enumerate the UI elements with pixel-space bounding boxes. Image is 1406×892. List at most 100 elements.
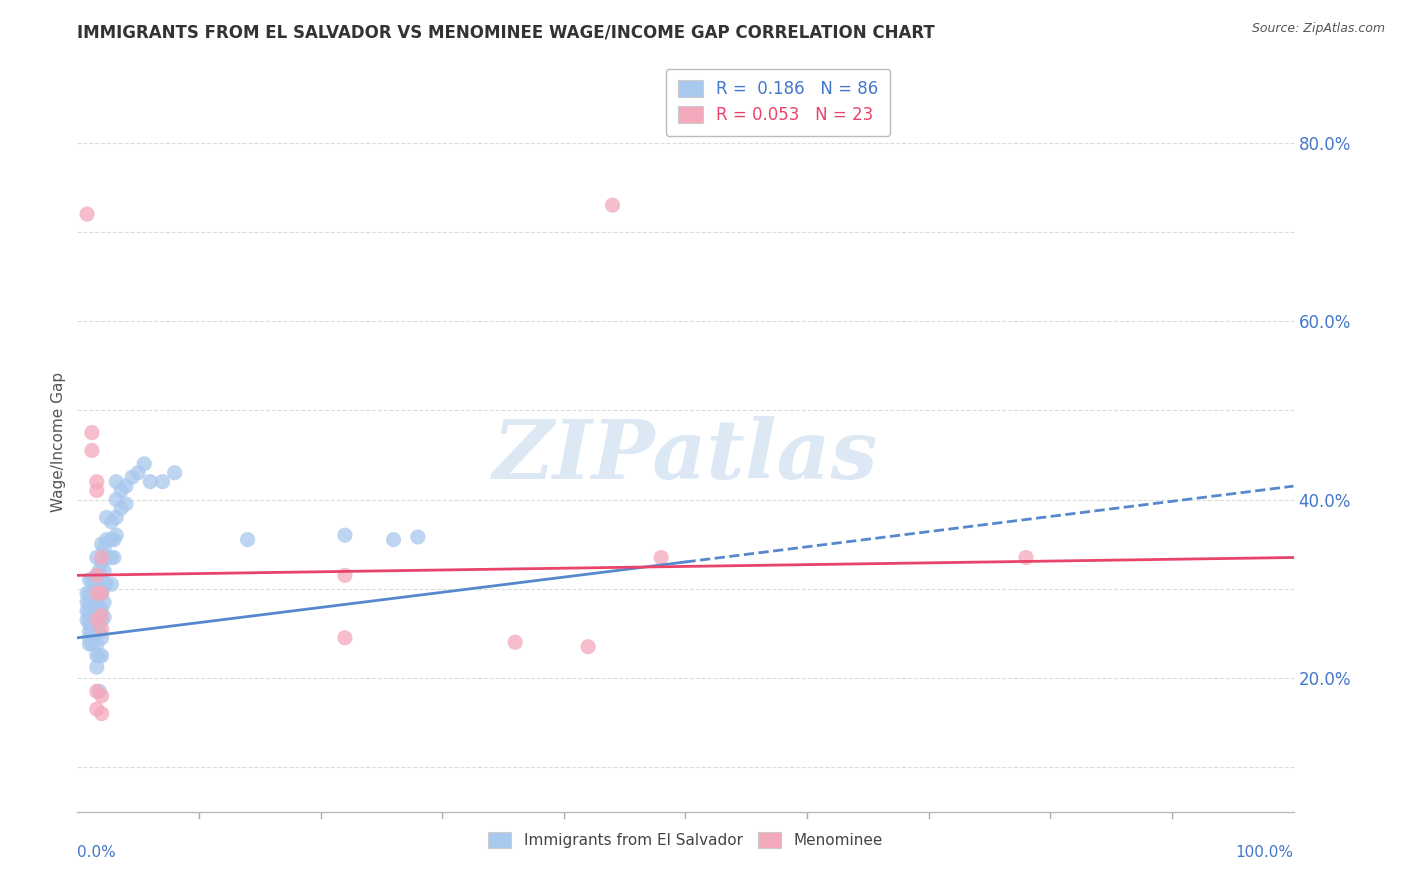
Point: [76, 595, 98, 609]
Point: [382, 533, 405, 547]
Point: [93, 595, 115, 609]
Point: [86, 601, 108, 615]
Point: [89, 624, 111, 639]
Point: [90, 555, 112, 569]
Point: [105, 475, 128, 489]
Point: [90, 550, 112, 565]
Point: [110, 501, 132, 516]
Point: [105, 528, 128, 542]
Point: [236, 533, 259, 547]
Point: [79, 624, 101, 639]
Point: [83, 617, 105, 632]
Point: [79, 595, 101, 609]
Point: [90, 586, 112, 600]
Point: [83, 577, 105, 591]
Point: [79, 610, 101, 624]
Point: [93, 564, 115, 578]
Point: [96, 550, 118, 565]
Point: [650, 550, 672, 565]
Point: [79, 573, 101, 587]
Point: [406, 530, 429, 544]
Point: [602, 198, 624, 212]
Point: [76, 604, 98, 618]
Point: [80, 573, 103, 587]
Point: [80, 617, 103, 632]
Point: [80, 595, 103, 609]
Point: [105, 510, 128, 524]
Text: IMMIGRANTS FROM EL SALVADOR VS MENOMINEE WAGE/INCOME GAP CORRELATION CHART: IMMIGRANTS FROM EL SALVADOR VS MENOMINEE…: [77, 24, 935, 42]
Point: [127, 466, 149, 480]
Point: [80, 425, 103, 440]
Point: [86, 568, 108, 582]
Point: [79, 637, 101, 651]
Point: [80, 610, 103, 624]
Point: [89, 684, 111, 698]
Point: [86, 637, 108, 651]
Y-axis label: Wage/Income Gap: Wage/Income Gap: [51, 371, 66, 512]
Point: [110, 483, 132, 498]
Text: 100.0%: 100.0%: [1236, 845, 1294, 860]
Point: [96, 533, 118, 547]
Point: [93, 610, 115, 624]
Point: [89, 573, 111, 587]
Legend: Immigrants from El Salvador, Menominee: Immigrants from El Salvador, Menominee: [481, 824, 890, 856]
Point: [80, 586, 103, 600]
Text: 0.0%: 0.0%: [77, 845, 117, 860]
Point: [90, 608, 112, 623]
Point: [333, 528, 356, 542]
Point: [333, 631, 356, 645]
Point: [96, 510, 118, 524]
Point: [1015, 550, 1038, 565]
Point: [333, 568, 356, 582]
Point: [93, 577, 115, 591]
Point: [79, 631, 101, 645]
Point: [86, 702, 108, 716]
Point: [93, 541, 115, 556]
Point: [503, 635, 526, 649]
Point: [96, 577, 118, 591]
Point: [89, 586, 111, 600]
Point: [86, 483, 108, 498]
Point: [163, 466, 186, 480]
Point: [90, 631, 112, 645]
Point: [86, 684, 108, 698]
Point: [89, 601, 111, 615]
Point: [103, 550, 125, 565]
Point: [89, 648, 111, 663]
Point: [103, 533, 125, 547]
Point: [86, 624, 108, 639]
Point: [83, 586, 105, 600]
Point: [105, 492, 128, 507]
Point: [90, 573, 112, 587]
Point: [89, 613, 111, 627]
Point: [90, 622, 112, 636]
Point: [100, 577, 122, 591]
Point: [134, 457, 156, 471]
Point: [115, 497, 138, 511]
Point: [79, 586, 101, 600]
Point: [139, 475, 162, 489]
Point: [83, 624, 105, 639]
Point: [90, 586, 112, 600]
Point: [80, 443, 103, 458]
Point: [100, 550, 122, 565]
Point: [90, 537, 112, 551]
Point: [576, 640, 599, 654]
Point: [76, 613, 98, 627]
Point: [86, 586, 108, 600]
Point: [86, 586, 108, 600]
Point: [83, 604, 105, 618]
Point: [76, 586, 98, 600]
Point: [115, 479, 138, 493]
Point: [86, 613, 108, 627]
Text: ZIPatlas: ZIPatlas: [492, 417, 879, 496]
Point: [83, 595, 105, 609]
Text: Source: ZipAtlas.com: Source: ZipAtlas.com: [1251, 22, 1385, 36]
Point: [100, 515, 122, 529]
Point: [121, 470, 143, 484]
Point: [100, 533, 122, 547]
Point: [90, 648, 112, 663]
Point: [80, 604, 103, 618]
Point: [86, 550, 108, 565]
Point: [79, 604, 101, 618]
